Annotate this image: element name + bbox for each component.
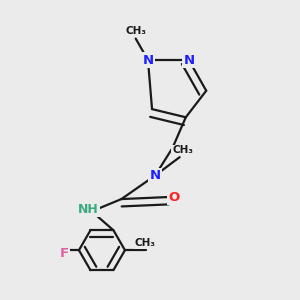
Text: F: F [60,247,69,260]
Text: CH₃: CH₃ [172,146,193,155]
Text: CH₃: CH₃ [125,26,146,36]
Text: N: N [149,169,161,182]
Text: NH: NH [78,203,99,216]
Text: O: O [168,190,179,203]
Text: N: N [142,53,154,67]
Text: CH₃: CH₃ [134,238,155,248]
Text: N: N [183,53,194,67]
